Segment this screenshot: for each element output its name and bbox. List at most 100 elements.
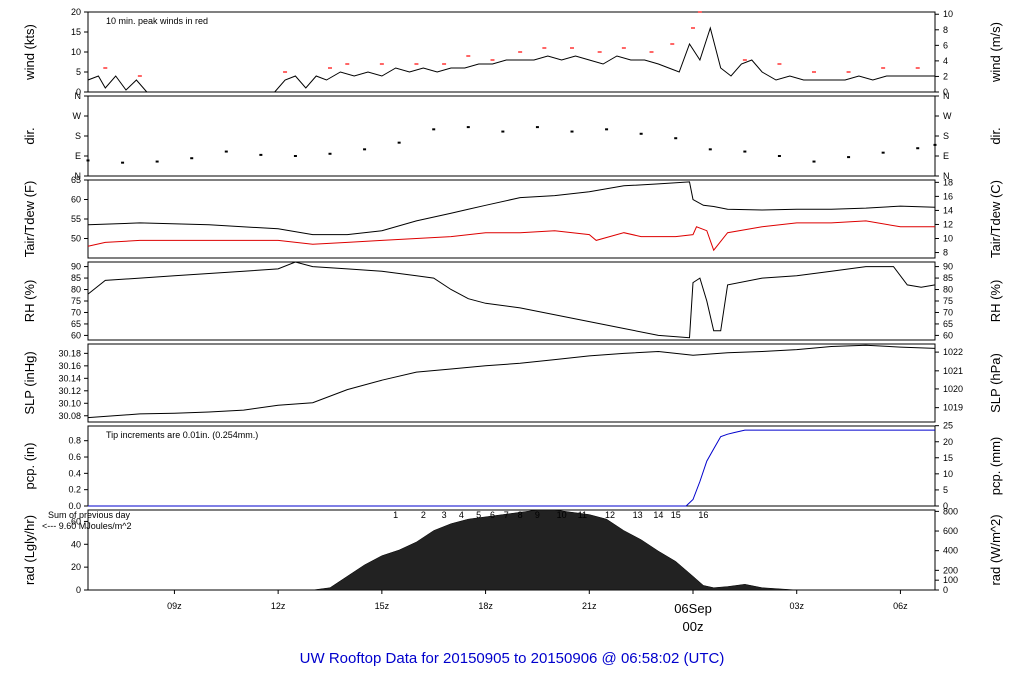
- y-tick-label: 0: [76, 585, 81, 595]
- y-tick-label: 0.6: [68, 452, 81, 462]
- y-tick-label: 0.8: [68, 436, 81, 446]
- y-tick-label-right: 600: [943, 526, 958, 536]
- hour-mark: 5: [476, 510, 481, 520]
- y-tick-label-right: 0: [943, 87, 948, 97]
- y-tick-label: 60: [71, 330, 81, 340]
- dir-point: [190, 157, 194, 160]
- hour-mark: 4: [459, 510, 464, 520]
- y-tick-label-right: 800: [943, 506, 958, 516]
- y-tick-label: 90: [71, 262, 81, 272]
- y-tick-label: 40: [71, 539, 81, 549]
- hour-mark: 6: [490, 510, 495, 520]
- hour-mark: 2: [421, 510, 426, 520]
- y-tick-label: S: [75, 131, 81, 141]
- y-tick-label-right: 2: [943, 71, 948, 81]
- x-tick-label: 06z: [893, 601, 908, 611]
- y-axis-title: wind (kts): [22, 24, 37, 81]
- y-tick-label: 5: [76, 67, 81, 77]
- x-tick-label: 21z: [582, 601, 597, 611]
- y-tick-label-right: 70: [943, 307, 953, 317]
- hour-mark: 8: [518, 510, 523, 520]
- x-date-label: 06Sep: [674, 601, 712, 616]
- y-tick-label-right: 5: [943, 485, 948, 495]
- dir-point: [224, 150, 228, 153]
- y-axis-title: RH (%): [22, 280, 37, 323]
- y-tick-label: 60: [71, 516, 81, 526]
- dir-point: [812, 160, 816, 163]
- hour-mark: 12: [605, 510, 615, 520]
- y-tick-label: 55: [71, 214, 81, 224]
- x-tick-label: 03z: [789, 601, 804, 611]
- hour-mark: 7: [504, 510, 509, 520]
- dir-point: [570, 130, 574, 133]
- y-tick-label-right: E: [943, 151, 949, 161]
- y-tick-label-right: 400: [943, 546, 958, 556]
- x-tick-label: 12z: [271, 601, 286, 611]
- y-tick-label-right: 200: [943, 565, 958, 575]
- dir-point: [535, 126, 539, 129]
- y-tick-label: 20: [71, 7, 81, 17]
- y-tick-label: 30.12: [58, 386, 81, 396]
- y-tick-label: 60: [71, 195, 81, 205]
- dir-point: [86, 159, 90, 162]
- dir-point: [605, 128, 609, 131]
- dir-point: [397, 141, 401, 144]
- y-tick-label-right: 80: [943, 285, 953, 295]
- panel-annotation: Tip increments are 0.01in. (0.254mm.): [106, 430, 258, 440]
- x-tick-label: 15z: [375, 601, 390, 611]
- x-tick-label: 18z: [478, 601, 493, 611]
- y-tick-label: 10: [71, 47, 81, 57]
- y-tick-label: 0.2: [68, 485, 81, 495]
- hour-mark: 15: [671, 510, 681, 520]
- y-axis-title-right: pcp. (mm): [988, 437, 1003, 496]
- y-tick-label: 75: [71, 296, 81, 306]
- dir-point: [881, 151, 885, 154]
- series-line: [87, 26, 935, 93]
- y-tick-label-right: N: [943, 171, 950, 181]
- y-tick-label-right: 18: [943, 177, 953, 187]
- x-axis: 09z 12z 15z 18z 21z 06Sep 00z 03z 06z: [167, 590, 908, 634]
- dir-point: [639, 132, 643, 135]
- y-tick-label: N: [75, 171, 82, 181]
- y-axis-title-right: dir.: [988, 127, 1003, 144]
- y-tick-label-right: 15: [943, 453, 953, 463]
- y-tick-label-right: 65: [943, 319, 953, 329]
- y-tick-label-right: 20: [943, 437, 953, 447]
- dir-point: [328, 152, 332, 155]
- panel-temp: 50 55 60 65 8 10 12 14 16 18 Tair/Tdew (F) Tair/Tde…: [22, 175, 1003, 259]
- dir-point: [847, 156, 851, 159]
- y-tick-label: 30.18: [58, 348, 81, 358]
- y-tick-label: 30.14: [58, 373, 81, 383]
- panel-frame: [87, 95, 936, 177]
- panel-annotation: 10 min. peak winds in red: [106, 16, 208, 26]
- hour-mark: 14: [653, 510, 663, 520]
- series-line: [88, 429, 935, 507]
- y-tick-label: W: [73, 111, 82, 121]
- panel-frame: [87, 261, 936, 341]
- hour-mark: 1: [393, 510, 398, 520]
- y-axis-title-right: RH (%): [988, 280, 1003, 323]
- series-line: [87, 220, 935, 252]
- y-tick-label-right: N: [943, 91, 950, 101]
- y-tick-label: 30.08: [58, 411, 81, 421]
- dir-point: [708, 148, 712, 151]
- y-tick-label: 85: [71, 273, 81, 283]
- y-tick-label-right: 25: [943, 421, 953, 431]
- y-tick-label-right: 90: [943, 262, 953, 272]
- y-tick-label-right: 10: [943, 234, 953, 244]
- y-tick-label-right: 4: [943, 56, 948, 66]
- y-tick-label-right: 14: [943, 205, 953, 215]
- y-tick-label-right: 0: [943, 585, 948, 595]
- dir-point: [501, 130, 505, 133]
- hour-mark: 3: [442, 510, 447, 520]
- y-axis-title: Tair/Tdew (F): [22, 181, 37, 258]
- dir-point: [432, 128, 436, 131]
- y-tick-label-right: 0: [943, 501, 948, 511]
- y-tick-label: 0.0: [68, 501, 81, 511]
- y-tick-label: 15: [71, 27, 81, 37]
- y-tick-label-right: 1022: [943, 347, 963, 357]
- y-axis-title: rad (Lgly/hr): [22, 515, 37, 585]
